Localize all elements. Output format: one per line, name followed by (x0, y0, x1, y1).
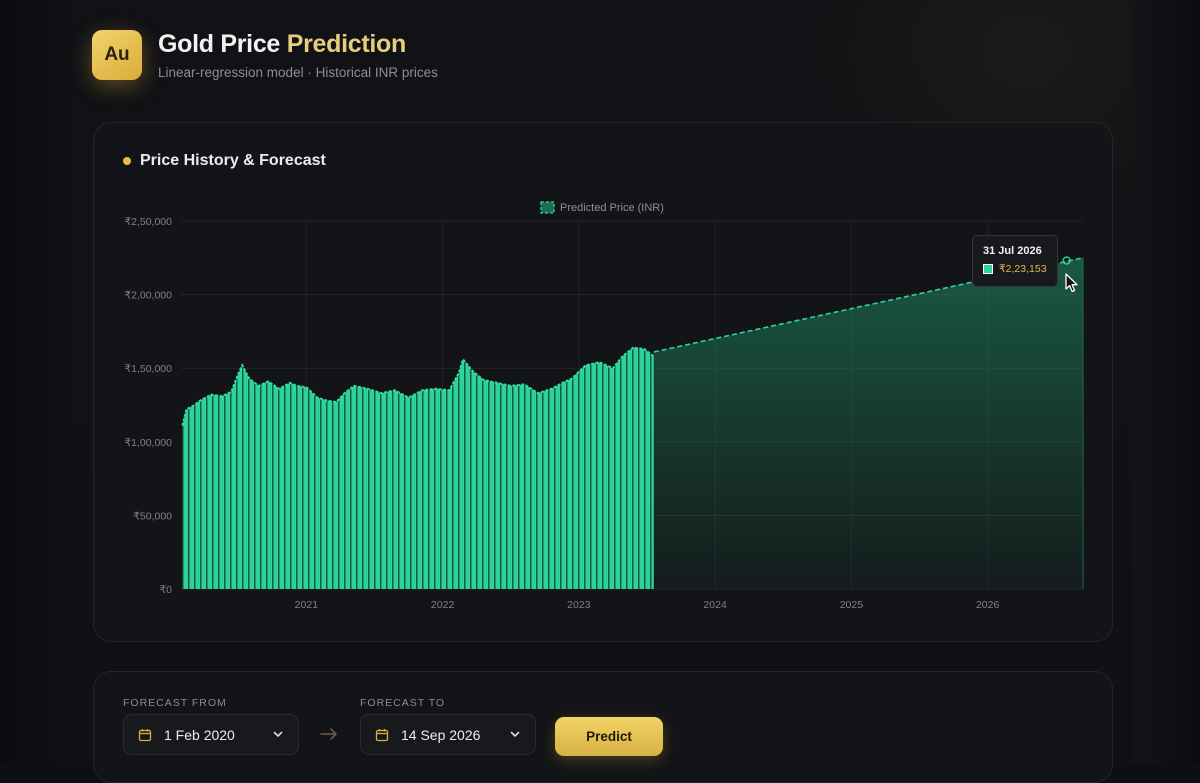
gold-dot-icon (123, 157, 131, 165)
forecast-line (653, 257, 1084, 353)
price-chart[interactable]: ₹0 ₹50,000 ₹1,00,000 ₹1,50,000 ₹2,00,000 ₹2,5… (94, 123, 1112, 641)
x-tick-label: 2023 (567, 599, 591, 611)
y-axis: ₹0 ₹50,000 ₹1,00,000 ₹1,50,000 ₹2,00,000 ₹2,5… (124, 216, 172, 596)
chevron-down-icon (509, 727, 521, 743)
y-tick-label: ₹50,000 (133, 510, 172, 522)
hover-marker (1062, 256, 1071, 265)
y-tick-label: ₹1,00,000 (124, 437, 172, 449)
calendar-icon (138, 728, 152, 742)
hover-point (1062, 256, 1071, 265)
chart-card: Price History & Forecast ₹0 ₹50,000 ₹1,00,… (93, 122, 1113, 642)
chart-tooltip: 31 Jul 2026 ₹2,23,153 (972, 235, 1058, 287)
tooltip-swatch (983, 264, 993, 274)
x-tick-label: 2021 (295, 599, 319, 611)
gold-logo-badge: Au (92, 30, 142, 80)
forecast-area (653, 257, 1083, 589)
tooltip-row: ₹2,23,153 (983, 263, 1047, 275)
tooltip-date: 31 Jul 2026 (983, 245, 1042, 257)
x-tick-label: 2026 (976, 599, 1000, 611)
page-title: Gold Price Prediction (158, 30, 406, 59)
forecast-from-value: 1 Feb 2020 (164, 726, 235, 743)
y-tick-label: ₹2,00,000 (124, 290, 172, 302)
forecast-to-label: FORECAST TO (360, 697, 446, 709)
legend-label: Predicted Price (INR) (560, 202, 664, 214)
page-subtitle: Linear-regression model · Historical INR… (158, 65, 438, 80)
chart-legend[interactable]: Predicted Price (INR) (540, 201, 664, 214)
chart-series (181, 257, 1084, 589)
x-tick-label: 2025 (840, 599, 864, 611)
mouse-pointer-icon (1065, 273, 1078, 293)
x-tick-label: 2022 (431, 599, 455, 611)
history-line (181, 346, 655, 426)
history-area (182, 347, 654, 589)
legend-swatch (540, 201, 555, 214)
y-tick-label: ₹1,50,000 (124, 363, 172, 375)
chart-card-title: Price History & Forecast (140, 152, 326, 169)
predict-button[interactable]: Predict (555, 717, 663, 756)
x-axis: 2021 2022 2023 2024 2025 2026 (295, 599, 1000, 611)
logo-text: Au (104, 44, 130, 65)
forecast-to-value: 14 Sep 2026 (401, 726, 481, 743)
arrow-right-icon (320, 728, 337, 740)
forecast-to-select[interactable]: 14 Sep 2026 (360, 714, 536, 755)
chevron-down-icon (272, 727, 284, 743)
page-title-part1: Gold Price (158, 30, 281, 58)
tooltip-value: ₹2,23,153 (999, 263, 1047, 275)
x-tick-label: 2024 (703, 599, 727, 611)
controls-card: FORECAST FROM 1 Feb 2020 FORECAST TO 14 … (93, 671, 1113, 783)
left-backdrop (0, 0, 80, 763)
y-tick-label: ₹2,50,000 (124, 216, 172, 228)
forecast-from-label: FORECAST FROM (123, 697, 227, 709)
chart-card-header: Price History & Forecast (123, 152, 326, 170)
forecast-from-select[interactable]: 1 Feb 2020 (123, 714, 299, 755)
page-title-part2: Prediction (286, 30, 407, 58)
calendar-icon (375, 728, 389, 742)
y-tick-label: ₹0 (159, 584, 172, 596)
